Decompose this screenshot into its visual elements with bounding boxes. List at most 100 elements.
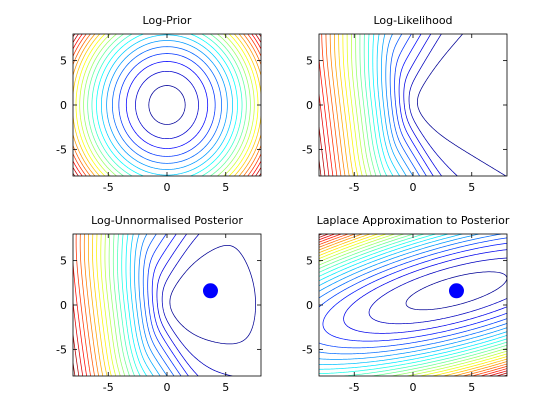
contour-level [319, 238, 507, 348]
contour-level [319, 234, 507, 359]
contour-level [404, 34, 442, 176]
contour-level [319, 234, 507, 376]
plot-area [73, 34, 261, 176]
x-tick-label: 5 [468, 381, 475, 394]
plot-area [319, 234, 507, 376]
x-tick-label: 5 [468, 181, 475, 194]
contour-level [73, 34, 261, 176]
y-tick-label: 5 [306, 55, 313, 68]
contour-level [390, 34, 420, 176]
contour-level [73, 34, 261, 176]
contour-level [80, 34, 255, 176]
contour-level [84, 34, 251, 176]
contour-lines [73, 234, 256, 376]
contour-level [76, 34, 258, 176]
contour-level [368, 34, 386, 176]
contour-level [73, 34, 261, 176]
contour-level [73, 34, 261, 176]
contour-level [319, 234, 507, 376]
x-tick-label: -5 [349, 181, 360, 194]
contour-level [319, 234, 507, 369]
contour-level [319, 234, 507, 376]
contour-level [322, 34, 337, 176]
contour-level [409, 34, 457, 176]
contour-level [344, 250, 507, 334]
contour-level [377, 34, 400, 176]
contour-level [73, 263, 87, 376]
subplot-title: Log-Likelihood [373, 14, 452, 27]
contour-level [80, 234, 94, 376]
contour-level [149, 86, 185, 125]
contour-level [319, 234, 507, 354]
contour-level [112, 47, 221, 164]
contour-level [319, 234, 507, 364]
y-tick-label: 0 [60, 299, 67, 312]
contour-level [162, 234, 232, 376]
contour-level [88, 234, 102, 376]
y-tick-label: 0 [306, 299, 313, 312]
x-tick-label: 0 [164, 381, 171, 394]
subplot-title: Laplace Approximation to Posterior [317, 214, 510, 227]
contour-level [105, 234, 120, 376]
y-tick-label: -5 [56, 143, 67, 156]
contour-level [381, 34, 406, 176]
contour-level [319, 234, 507, 376]
mode-marker [202, 283, 218, 299]
contour-level [73, 303, 83, 376]
contour-level [364, 34, 381, 176]
contour-level [395, 34, 427, 176]
y-tick-label: 0 [306, 99, 313, 112]
subplot-4: -5 0 5 -5 0 5 Laplace Approximation to Posteri… [302, 214, 510, 394]
mode-marker [448, 283, 464, 299]
contour-level [97, 34, 238, 176]
contour-level [323, 243, 507, 341]
contour-level [84, 234, 98, 376]
contour-level [135, 71, 198, 138]
contour-level [347, 34, 362, 176]
x-tick-label: -5 [103, 181, 114, 194]
y-tick-label: -5 [56, 343, 67, 356]
contour-level [130, 234, 153, 376]
contour-level [369, 258, 507, 324]
contour-level [93, 234, 108, 376]
contour-level [76, 234, 91, 376]
y-tick-label: 5 [306, 255, 313, 268]
contour-level [126, 234, 147, 376]
subplot-title: Log-Prior [143, 14, 192, 27]
contour-level [117, 234, 134, 376]
y-tick-label: 0 [60, 99, 67, 112]
contour-level [319, 234, 507, 376]
contour-level [101, 234, 116, 376]
contour-level [97, 234, 112, 376]
contour-level [170, 245, 256, 344]
subplot-title: Log-Unnormalised Posterior [91, 214, 243, 227]
subplot-1: -5 0 5 -5 0 5 Log-Prior [56, 14, 262, 194]
contour-level [417, 34, 505, 176]
y-tick-label: 5 [60, 55, 67, 68]
contour-level [356, 34, 372, 176]
contour-level [319, 234, 507, 376]
contour-level [139, 234, 167, 376]
x-tick-label: 0 [164, 181, 171, 194]
x-tick-label: -5 [349, 381, 360, 394]
contour-lines [319, 34, 506, 176]
contour-level [109, 234, 125, 376]
contour-level [101, 35, 232, 175]
contour-level [319, 94, 329, 176]
contour-level [319, 234, 507, 376]
contour-lines [73, 34, 261, 176]
contour-level [330, 34, 345, 176]
plot-area [319, 34, 507, 176]
contour-level [319, 234, 507, 374]
contour-level [319, 234, 507, 376]
x-tick-label: 5 [222, 181, 229, 194]
contour-lines [319, 234, 507, 376]
x-tick-label: 5 [222, 381, 229, 394]
contour-level [88, 34, 247, 176]
contour-level [351, 34, 366, 176]
contour-level [122, 234, 141, 376]
contour-level [373, 34, 393, 176]
subplot-3: -5 0 5 -5 0 5 Log-Unnormalised Posterior [56, 214, 262, 394]
subplot-2: -5 0 5 -5 0 5 Log-Likelihood [302, 14, 508, 194]
